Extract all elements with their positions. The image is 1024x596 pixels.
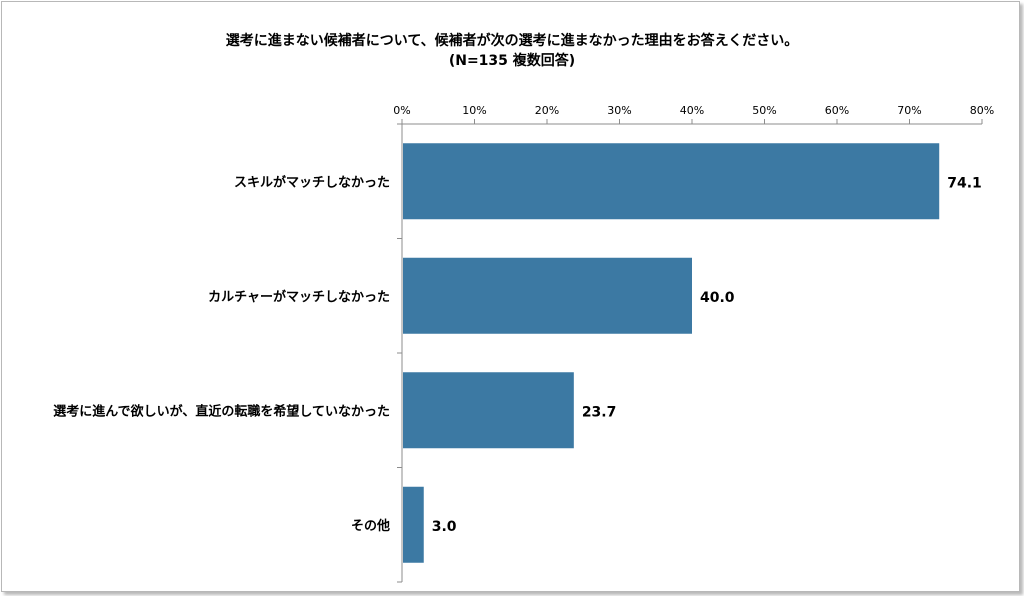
bar xyxy=(403,372,574,449)
bar xyxy=(403,257,692,334)
chart-subtitle: (N=135 複数回答) xyxy=(448,53,576,69)
category-label: カルチャーがマッチしなかった xyxy=(208,289,390,305)
chart-title: 選考に進まない候補者について、候補者が次の選考に進まなかった理由をお答えください… xyxy=(225,33,799,49)
value-label: 23.7 xyxy=(582,404,617,420)
x-tick-label: 80% xyxy=(970,104,994,117)
value-label: 40.0 xyxy=(700,290,735,306)
x-tick-label: 50% xyxy=(752,104,776,117)
x-tick-label: 20% xyxy=(535,104,559,117)
x-tick-label: 70% xyxy=(897,104,921,117)
x-tick-label: 10% xyxy=(462,104,486,117)
x-tick-label: 0% xyxy=(393,104,410,117)
category-label: スキルがマッチしなかった xyxy=(234,174,390,190)
bar xyxy=(403,143,940,220)
x-tick-label: 30% xyxy=(607,104,631,117)
x-tick-label: 40% xyxy=(680,104,704,117)
category-label: その他 xyxy=(351,518,390,534)
bar xyxy=(403,486,424,563)
category-label: 選考に進んで欲しいが、直近の転職を希望していなかった xyxy=(53,403,390,419)
value-label: 3.0 xyxy=(432,519,457,535)
value-label: 74.1 xyxy=(947,175,982,191)
x-tick-label: 60% xyxy=(825,104,849,117)
